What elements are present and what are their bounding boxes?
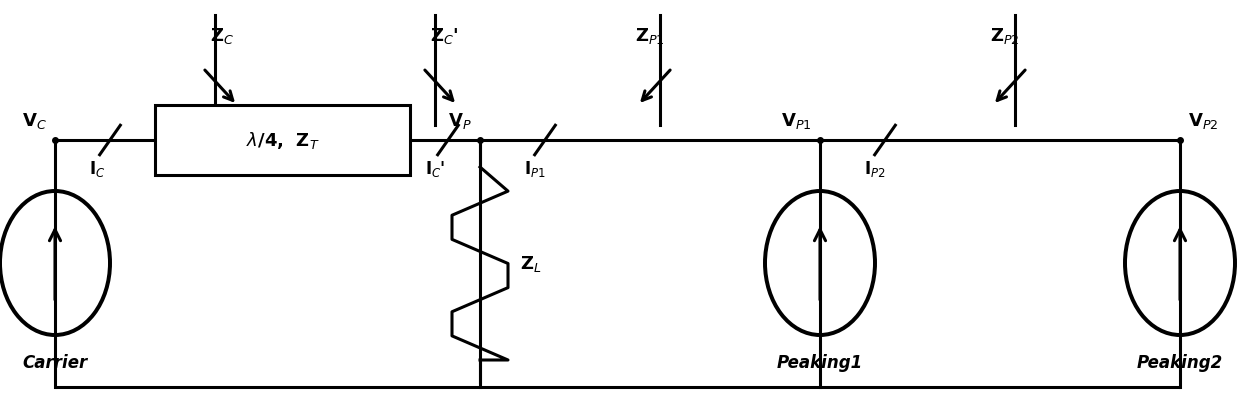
FancyBboxPatch shape	[155, 106, 410, 175]
Text: $\lambda$/4,  Z$_T$: $\lambda$/4, Z$_T$	[246, 130, 320, 151]
Text: Peaking1: Peaking1	[777, 353, 863, 371]
Text: Z$_{P1}$: Z$_{P1}$	[635, 26, 665, 46]
Text: V$_P$: V$_P$	[449, 111, 472, 131]
Text: Z$_C$: Z$_C$	[210, 26, 234, 46]
Text: Peaking2: Peaking2	[1137, 353, 1223, 371]
Text: V$_{P1}$: V$_{P1}$	[781, 111, 812, 131]
Text: V$_{P2}$: V$_{P2}$	[1188, 111, 1219, 131]
Text: V$_C$: V$_C$	[22, 111, 47, 131]
Text: Z$_L$: Z$_L$	[520, 254, 542, 274]
Text: Z$_{P2}$: Z$_{P2}$	[991, 26, 1021, 46]
Text: I$_C$: I$_C$	[89, 159, 105, 179]
Text: Carrier: Carrier	[22, 353, 88, 371]
Text: Z$_C$': Z$_C$'	[430, 26, 459, 46]
Text: I$_{P2}$: I$_{P2}$	[864, 159, 885, 179]
Text: I$_{P1}$: I$_{P1}$	[525, 159, 546, 179]
Text: I$_C$': I$_C$'	[425, 159, 445, 179]
